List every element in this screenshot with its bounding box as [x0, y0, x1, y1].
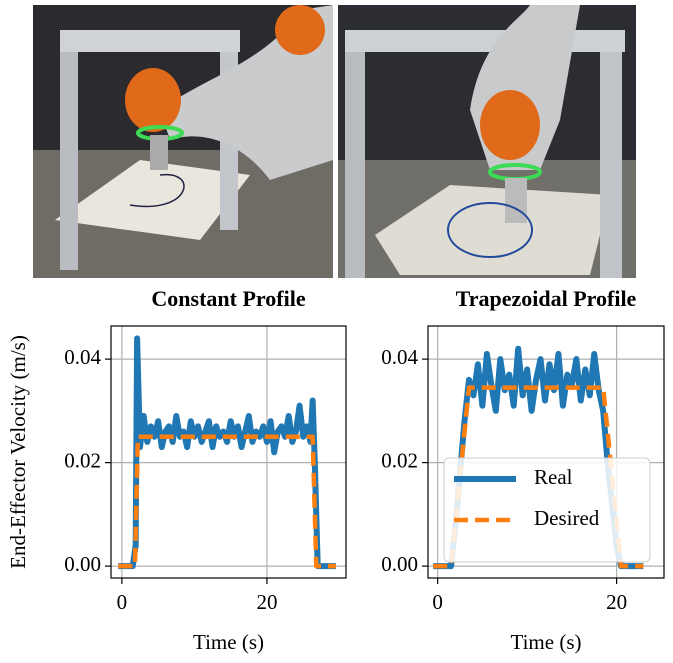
photo-right: [338, 5, 636, 278]
series-line: [433, 385, 644, 569]
chart-title: Constant Profile: [151, 286, 305, 311]
plot-frame: [110, 325, 347, 579]
series-line: [433, 345, 644, 570]
chart-title: Trapezoidal Profile: [456, 286, 637, 311]
x-tick-label: 0: [432, 590, 443, 614]
y-tick-label: 0.02: [64, 448, 101, 472]
legend-box: [443, 457, 651, 563]
x-tick-label: 0: [117, 590, 128, 614]
y-tick-label: 0.04: [64, 345, 101, 369]
x-axis-label: Time (s): [511, 630, 582, 654]
y-tick-label: 0.00: [64, 552, 101, 576]
legend-label: Real: [534, 465, 573, 489]
plot-clip: [433, 345, 644, 570]
x-axis-label: Time (s): [193, 630, 264, 654]
legend-label: Desired: [534, 506, 600, 530]
y-axis-label: End-Effector Velocity (m/s): [6, 335, 30, 569]
plot-frame: [427, 325, 665, 579]
y-tick-label: 0.02: [381, 448, 418, 472]
x-tick-label: 20: [256, 590, 277, 614]
x-tick-label: 20: [606, 590, 627, 614]
plot-clip: [118, 335, 336, 570]
series-line: [118, 434, 336, 569]
y-tick-label: 0.00: [381, 552, 418, 576]
plot-area: [111, 326, 346, 578]
y-tick-label: 0.04: [381, 345, 418, 369]
photo-left: [33, 5, 333, 278]
